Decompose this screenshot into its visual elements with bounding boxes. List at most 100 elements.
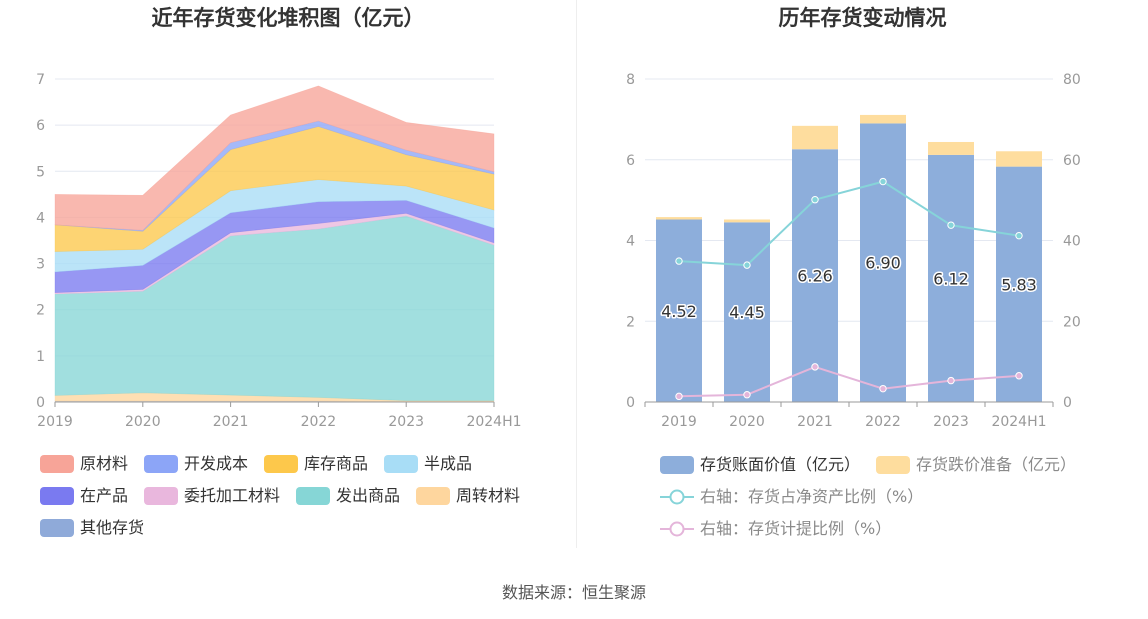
bar-series-0-0: [656, 219, 702, 402]
stacked-area-chart: 0 1 2 3 4 5 6 7 2019 2020 2021 2022 2023 2024H1: [36, 72, 521, 430]
left-chart-title: 近年存货变化堆积图（亿元）: [151, 6, 425, 30]
legend-swatch: [416, 487, 451, 505]
panel-divider: [576, 0, 577, 548]
y-axis-tick-label: 0: [626, 395, 635, 411]
legend-item-2[interactable]: 库存商品: [264, 453, 368, 475]
legend-label: 右轴：存货计提比例（%）: [700, 519, 892, 538]
legend-row: 原材料 开发成本 库存商品 半成品: [40, 453, 550, 475]
legend-item-3[interactable]: 半成品: [384, 453, 472, 475]
x-axis-tick-label: 2024H1: [466, 414, 521, 430]
y-axis-tick-label: 5: [36, 164, 45, 180]
y-axis-tick-label: 3: [36, 257, 45, 273]
x-axis-tick-label: 2022: [865, 414, 901, 430]
left-chart-legend: 原材料 开发成本 库存商品 半成品在产品 委托加工材料 发出商品 周转材料其他存货: [40, 453, 550, 549]
legend-row: 右轴：存货计提比例（%）: [660, 518, 1130, 540]
x-axis-tick-label: 2021: [797, 414, 833, 430]
bar-value-label: 6.12: [933, 269, 969, 288]
y-axis-tick-label: 4: [626, 234, 635, 250]
line-point-series-2-2: [811, 196, 819, 204]
right-chart-title: 历年存货变动情况: [778, 6, 947, 30]
bar-value-label: 5.83: [1001, 275, 1037, 294]
y-axis-tick-label: 0: [36, 395, 45, 411]
legend-label: 委托加工材料: [184, 486, 281, 505]
line-point-series-3-3: [879, 384, 887, 393]
legend-item-7[interactable]: 周转材料: [416, 485, 520, 507]
y-axis-tick-label: 2: [36, 303, 45, 319]
legend-label: 半成品: [424, 454, 473, 473]
legend-swatch: [40, 519, 74, 537]
legend-swatch: [40, 487, 74, 505]
bar-series-0-3: [860, 123, 906, 402]
legend-item-1[interactable]: 开发成本: [144, 453, 248, 475]
bar-value-label: 4.45: [729, 303, 765, 322]
y2-axis-tick-label: 40: [1063, 234, 1081, 250]
legend-label: 发出商品: [336, 486, 401, 505]
legend-swatch: [144, 487, 179, 505]
legend-label: 其他存货: [80, 518, 145, 537]
line-point-series-2-5: [1015, 231, 1023, 240]
legend-swatch: [40, 455, 74, 473]
line-point-series-2-3: [879, 177, 887, 186]
legend-row: 右轴：存货占净资产比例（%）: [660, 486, 1130, 508]
bar-series-1-5: [996, 151, 1042, 167]
y2-axis-tick-label: 0: [1063, 395, 1072, 411]
legend-item-0[interactable]: 存货账面价值（亿元）: [660, 454, 860, 476]
line-point-series-2-4: [947, 221, 955, 229]
legend-row: 在产品 委托加工材料 发出商品 周转材料: [40, 485, 550, 507]
line-point-series-3-5: [1015, 372, 1023, 380]
line-point-series-3-2: [811, 363, 819, 371]
y-axis-tick-label: 1: [36, 349, 45, 365]
x-axis-tick-label: 2024H1: [991, 414, 1046, 430]
right-chart-legend: 存货账面价值（亿元） 存货跌价准备（亿元） 右轴：存货占净资产比例（%） 右轴：存货计…: [660, 454, 1130, 550]
line-point-series-2-0: [675, 257, 683, 265]
legend-label: 周转材料: [456, 486, 521, 505]
x-axis-tick-label: 2020: [125, 414, 161, 430]
legend-item-6[interactable]: 发出商品: [296, 485, 400, 507]
y-axis-tick-label: 8: [626, 72, 635, 88]
x-axis-tick-label: 2019: [37, 414, 73, 430]
legend-swatch: [144, 455, 179, 473]
legend-item-3[interactable]: 右轴：存货计提比例（%）: [660, 518, 891, 540]
bar-series-1-0: [656, 217, 702, 220]
x-axis-tick-label: 2023: [933, 414, 969, 430]
legend-swatch: [384, 455, 419, 473]
y-axis-tick-label: 7: [36, 72, 45, 88]
legend-swatch: [264, 455, 299, 473]
legend-row: 其他存货: [40, 517, 550, 539]
bar-series-0-2: [792, 149, 838, 402]
legend-item-5[interactable]: 委托加工材料: [144, 485, 280, 507]
line-series-2: [678, 180, 1020, 267]
line-point-series-3-1: [743, 391, 751, 399]
x-axis-tick-label: 2022: [301, 414, 337, 430]
legend-item-8[interactable]: 其他存货: [40, 517, 144, 539]
legend-item-4[interactable]: 在产品: [40, 485, 128, 507]
line-point-series-2-1: [743, 261, 751, 269]
bar-series-0-4: [928, 154, 974, 402]
legend-swatch: [660, 456, 694, 474]
right-chart-panel: 0 2 4 6 8 0 20 40 60 80 4.52 4.45 6.26 6.90 6.12 5.83 20…: [577, 0, 1148, 550]
bar-series-1-4: [928, 141, 974, 155]
legend-swatch: [296, 487, 331, 505]
legend-item-2[interactable]: 右轴：存货占净资产比例（%）: [660, 486, 923, 508]
y2-axis-tick-label: 20: [1063, 314, 1081, 330]
legend-swatch: [876, 456, 911, 474]
bar-value-label: 6.26: [797, 267, 833, 286]
bar-value-label: 4.52: [661, 302, 697, 321]
left-chart-panel: 0 1 2 3 4 5 6 7 2019 2020 2021 2022 2023 2024H1 近年存货变…: [0, 0, 576, 550]
legend-label: 右轴：存货占净资产比例（%）: [700, 487, 924, 506]
y-axis-tick-label: 4: [36, 210, 45, 226]
bar-series-1-3: [860, 114, 906, 124]
legend-row: 存货账面价值（亿元） 存货跌价准备（亿元）: [660, 454, 1130, 476]
legend-item-1[interactable]: 存货跌价准备（亿元）: [876, 454, 1076, 476]
line-point-series-3-4: [947, 376, 955, 385]
legend-label: 原材料: [80, 454, 129, 473]
x-axis-tick-label: 2019: [661, 414, 697, 430]
y-axis-tick-label: 6: [626, 153, 635, 169]
legend-item-0[interactable]: 原材料: [40, 453, 128, 475]
stacked-area-series-0: [54, 85, 495, 231]
legend-line-icon: [660, 489, 694, 505]
line-series-3: [678, 365, 1020, 398]
y-axis-tick-label: 2: [626, 314, 635, 330]
bar-series-0-1: [724, 222, 770, 402]
